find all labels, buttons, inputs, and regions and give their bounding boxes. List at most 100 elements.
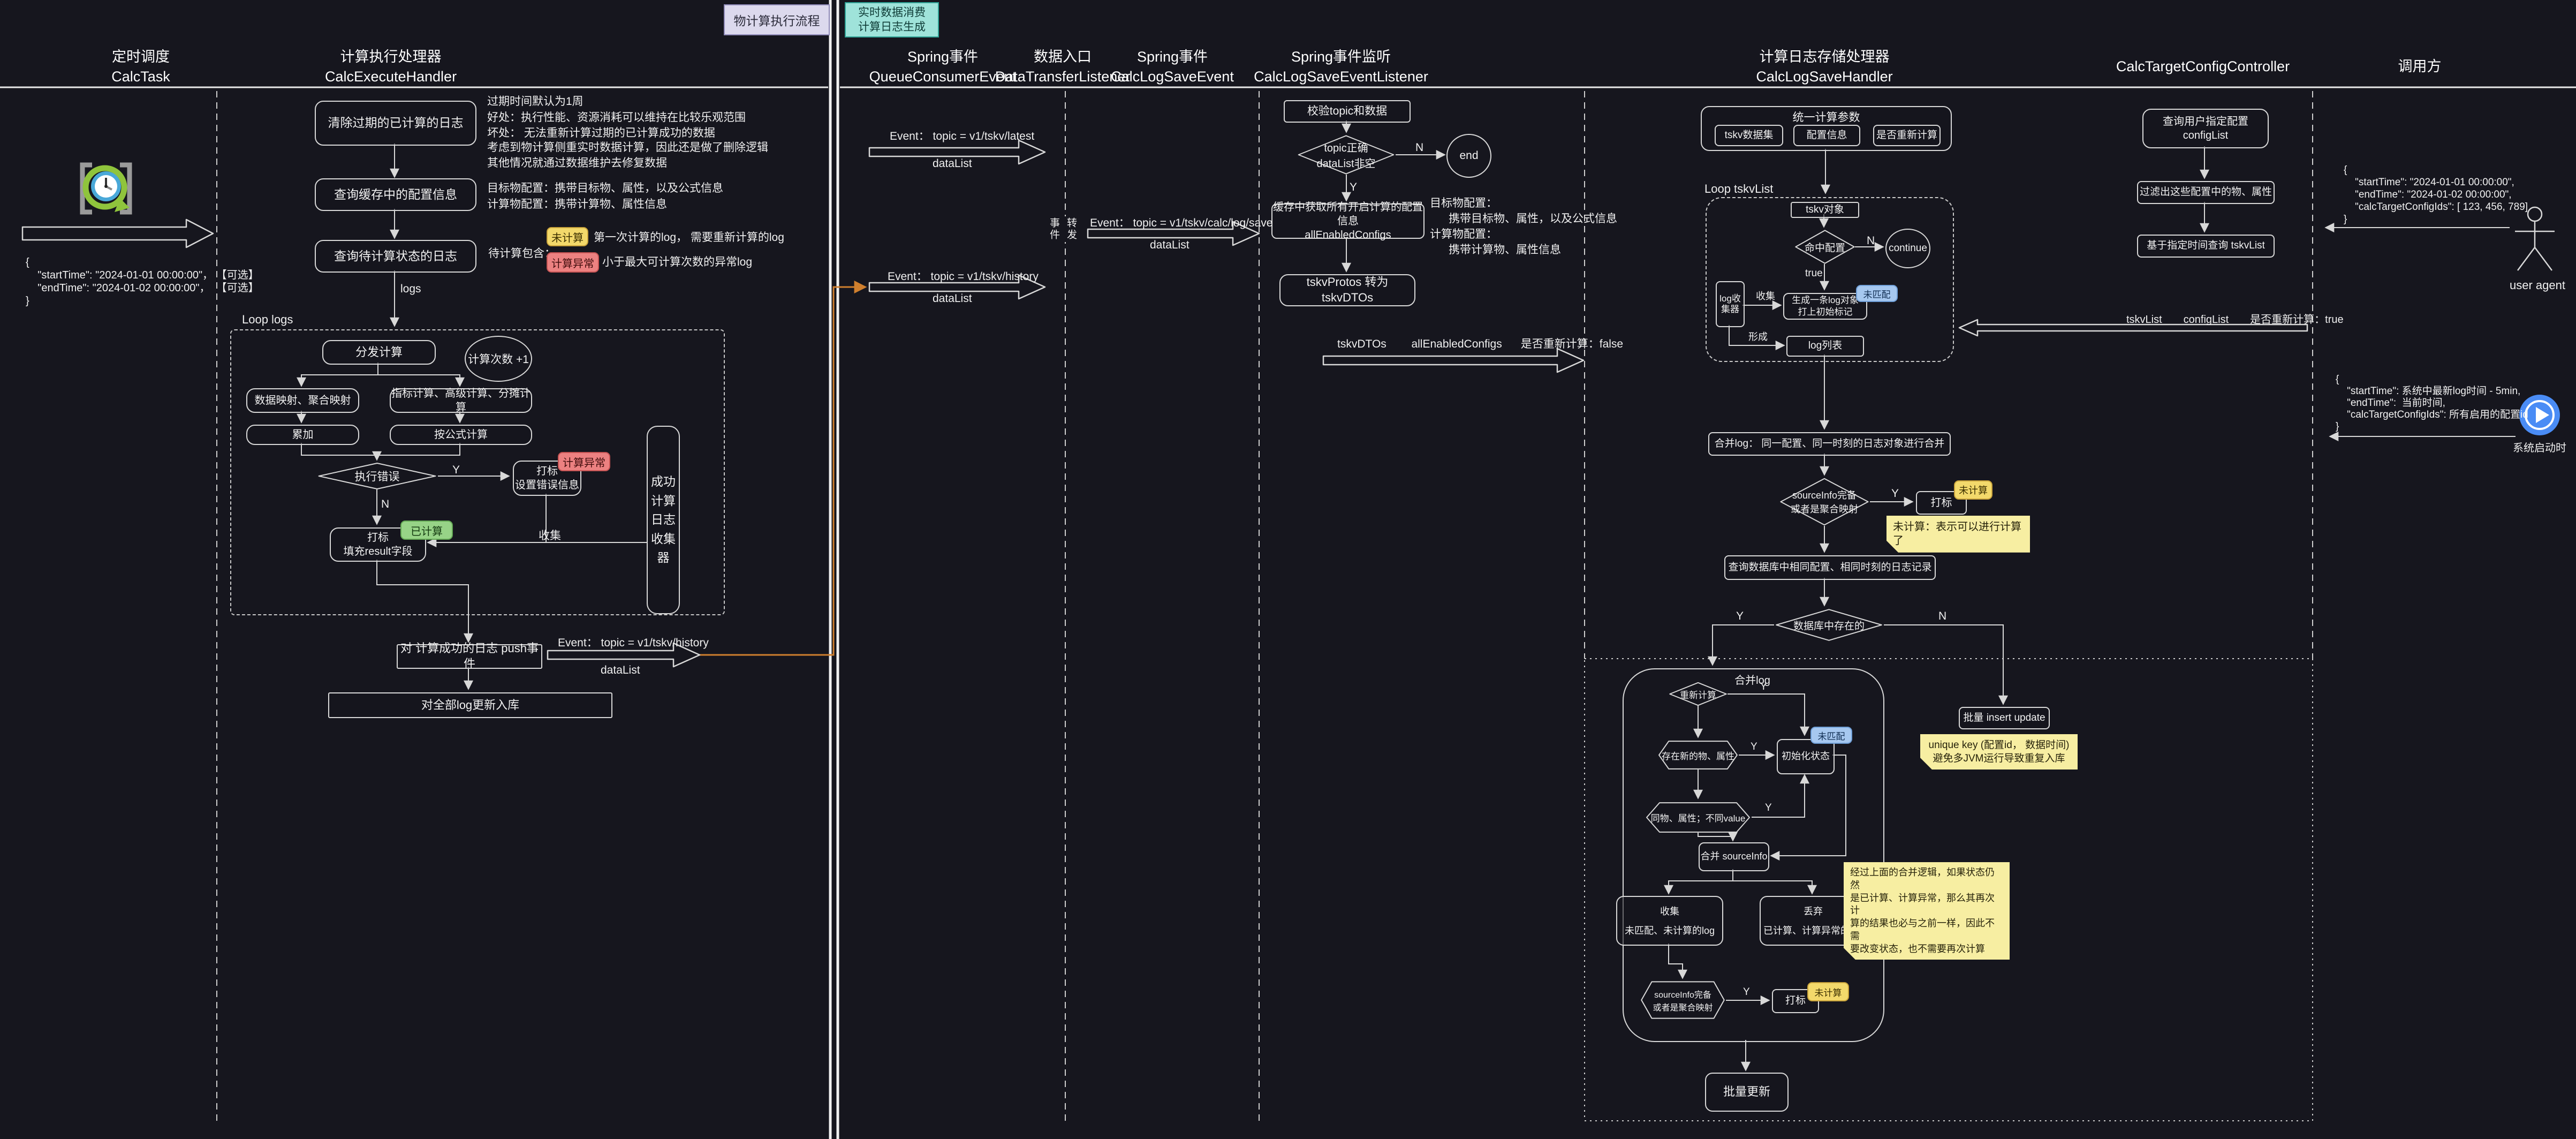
- batch-insert-update-box: 批量 insert update: [1959, 707, 2050, 729]
- controller-handoff-label: tskvList configList 是否重新计算：true: [2126, 314, 2344, 326]
- success-log-collector: 成功计算日志收集器: [647, 426, 680, 614]
- param-tskv-dataset: tskv数据集: [1715, 125, 1783, 146]
- step-validate-topic: 校验topic和数据: [1284, 100, 1411, 123]
- badge-calculated: 已计算: [400, 521, 453, 540]
- note-calc-config: 计算物配置：携带计算物、属性信息: [487, 198, 667, 210]
- note-consider: 考虑到物计算侧重实时数据计算，因此还是做了删除逻辑 其他情况就通过数据维护去修复…: [487, 141, 768, 169]
- note-config-detail: 目标物配置： 携带目标物、属性，以及公式信息 计算物配置： 携带计算物、属性信息: [1430, 197, 1618, 256]
- step-by-formula: 按公式计算: [390, 425, 532, 445]
- label-y-listener: Y: [1350, 181, 1358, 193]
- badge-uncalculated-1: 未计算: [1954, 480, 1992, 500]
- merge-sourceinfo-box: 合并 sourceInfo: [1699, 842, 1769, 871]
- controller-handoff-arrow: [1958, 319, 2308, 337]
- end-circle: end: [1446, 134, 1491, 178]
- column-header-calctargetconfigcontroller: CalcTargetConfigController: [2116, 58, 2290, 74]
- column-header-caller: 调用方: [2398, 58, 2442, 74]
- label-y: Y: [452, 464, 460, 476]
- label-y-exists: Y: [1736, 610, 1744, 622]
- listener-handoff-arrow: [1322, 348, 1585, 373]
- column-header-calclogsavehandler: 计算日志存储处理器 CalcLogSaveHandler: [1756, 49, 1893, 85]
- label-event-forward-2: 转发: [1063, 216, 1079, 242]
- label-true: true: [1805, 268, 1823, 279]
- decision-recalc: 重新计算: [1669, 682, 1728, 706]
- loop-logs-label: Loop logs: [242, 313, 293, 326]
- merge-log-container: [1623, 668, 1884, 1042]
- scheduler-clock-icon: [80, 162, 132, 215]
- step-query-db-logs: 查询数据库中相同配置、相同时刻的日志记录: [1724, 555, 1936, 580]
- label-collect: 收集: [539, 530, 561, 542]
- badge-unmatched-1: 未匹配: [1856, 285, 1898, 302]
- step-clear-expired-logs: 清除过期的已计算的日志: [315, 101, 476, 146]
- decision-sourceinfo: sourceInfo完备 或者是聚合映射: [1779, 478, 1870, 526]
- step-generate-log: 生成一条log对象 打上初始标记: [1783, 293, 1867, 320]
- badge-calc-error: 计算异常: [547, 252, 599, 273]
- param-recalc-flag: 是否重新计算: [1873, 125, 1941, 146]
- step-mark-uncalc: 打标: [1916, 491, 1967, 515]
- column-header-calclogsaveeventlistener: Spring事件监听 CalcLogSaveEventListener: [1254, 49, 1428, 85]
- flow-badge-exec: 物计算执行流程: [724, 4, 830, 35]
- event-history-arrow: [868, 274, 1046, 300]
- log-collector-box: log收集器: [1716, 281, 1745, 327]
- badge-calc-error-mark: 计算异常: [558, 452, 610, 471]
- caller-request-json: { "startTime": "2024-01-01 00:00:00", "e…: [2344, 164, 2528, 225]
- step-convert-dtos: tskvProtos 转为 tskvDTOs: [1279, 274, 1415, 306]
- note-uncalculated-meaning: 未计算：表示可以进行计算了: [1886, 516, 2030, 553]
- note-error-logs: 小于最大可计算次数的异常log: [602, 256, 753, 268]
- label-y-source: Y: [1891, 487, 1899, 500]
- event-history-label: Event： topic = v1/tskv/history: [888, 270, 1039, 283]
- label-event-forward-1: 事件: [1046, 216, 1062, 242]
- step-query-cached-config: 查询缓存中的配置信息: [315, 178, 476, 211]
- datalist-label-push: dataList: [601, 664, 640, 676]
- calctask-request-json: { "startTime": "2024-01-01 00:00:00"， 【可…: [26, 257, 259, 307]
- label-n-hit: N: [1867, 235, 1875, 247]
- collect-logs-box: 收集 未匹配、未计算的log: [1616, 896, 1723, 946]
- step-query-pending-logs: 查询待计算状态的日志: [315, 240, 476, 273]
- flow-badge-realtime: 实时数据消费 计算日志生成: [845, 2, 939, 37]
- datalist-label-latest: dataList: [933, 157, 972, 170]
- step-query-tskvlist: 基于指定时间查询 tskvList: [2137, 235, 2275, 258]
- caller-startup-json: { "startTime": 系统中最新log时间 - 5min, "endTi…: [2336, 374, 2528, 432]
- system-startup-label: 系统启动时: [2513, 442, 2566, 454]
- badge-uncalculated: 未计算: [547, 227, 588, 246]
- note-uncalculated-logs: 第一次计算的log， 需要重新计算的log: [594, 231, 784, 244]
- datalist-label-history: dataList: [933, 292, 972, 305]
- note-tradeoff: 好处：执行性能、资源消耗可以维持在比较乐观范围 坏处： 无法重新计算过期的已计算…: [487, 111, 746, 139]
- batch-update-box: 批量更新: [1705, 1073, 1789, 1112]
- system-startup-play-icon: [2519, 395, 2560, 435]
- shape-new-things: 存在新的物、属性: [1657, 741, 1739, 770]
- event-latest-label: Event： topic = v1/tskv/latest: [890, 130, 1035, 142]
- note-target-config: 目标物配置：携带目标物、属性，以及公式信息: [487, 182, 723, 194]
- step-dispatch-calc: 分发计算: [322, 340, 436, 365]
- label-form: 形成: [1748, 331, 1768, 342]
- user-agent-icon: [2515, 206, 2555, 271]
- shape-same-things: 同物、属性；不同value: [1645, 802, 1752, 833]
- step-update-all-logs: 对全部log更新入库: [328, 692, 612, 718]
- listener-handoff-label: tskvDTOs allEnabledConfigs 是否重新计算：false: [1337, 338, 1624, 350]
- step-merge-log: 合并log： 同一配置、同一时刻的日志对象进行合并: [1708, 432, 1951, 456]
- column-header-calcexecutehandler: 计算执行处理器 CalcExecuteHandler: [324, 49, 457, 85]
- shape-sourceinfo-2: sourceInfo完备 或者是聚合映射: [1640, 981, 1726, 1019]
- step-fetch-enabled-configs: 缓存中获取所有开启计算的配置信息 allEnabledConfigs: [1271, 201, 1425, 241]
- push-event-arrow: [547, 642, 701, 668]
- badge-unmatched-2: 未匹配: [1810, 727, 1852, 744]
- step-filter-things: 过滤出这些配置中的物、属性: [2137, 181, 2275, 204]
- event-history-label-left: Event： topic = v1/tskv/history: [558, 637, 709, 649]
- note-merge-logic: 经过上面的合并逻辑，如果状态仍然 是已计算、计算异常，那么其再次计 算的结果也必…: [1844, 862, 2010, 960]
- edge-label-logs: logs: [400, 283, 421, 295]
- note-unique-key: unique key (配置id， 数据时间) 避免多JVM运行导致重复入库: [1920, 734, 2078, 770]
- column-header-calclogsaveevent: Spring事件 CalcLogSaveEvent: [1111, 49, 1234, 85]
- label-n-exists: N: [1938, 610, 1947, 622]
- note-expire-default: 过期时间默认为1周: [487, 95, 584, 108]
- event-save-arrow: [1087, 221, 1260, 246]
- calctask-trigger-arrow: [21, 218, 214, 248]
- badge-uncalculated-2: 未计算: [1807, 982, 1849, 1001]
- label-y-same: Y: [1765, 802, 1772, 813]
- loop-tskvlist-label: Loop tskvList: [1704, 182, 1774, 195]
- column-header-queueconsumerevent: Spring事件 QueueConsumerEvent: [869, 49, 1017, 85]
- decision-exec-error: 执行错误: [316, 463, 438, 489]
- label-collect-handler: 收集: [1756, 291, 1775, 301]
- datalist-label-save: dataList: [1150, 239, 1189, 251]
- event-save-label: Event： topic = v1/tskv/calc/log/save: [1090, 217, 1273, 229]
- label-y-new: Y: [1751, 741, 1757, 752]
- decision-db-exists: 数据库中存在的: [1774, 609, 1884, 641]
